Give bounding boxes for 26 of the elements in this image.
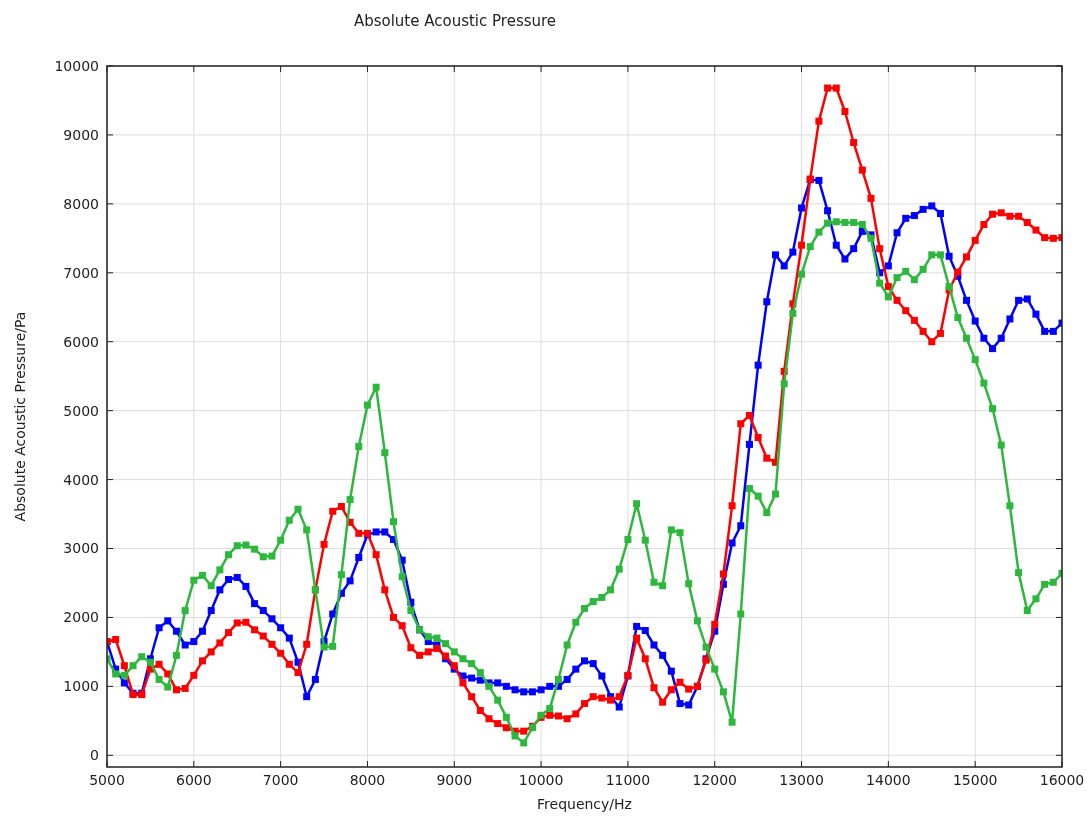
y-tick-label: 4000: [63, 471, 99, 488]
x-tick-label: 8000: [349, 772, 386, 788]
y-tick-label: 5000: [63, 402, 99, 419]
y-tick-label: 1000: [63, 678, 99, 695]
y-tick-label: 6000: [63, 333, 99, 350]
x-tick-label: 13000: [779, 772, 824, 788]
x-tick-label: 7000: [262, 772, 299, 788]
x-tick-label: 9000: [436, 772, 473, 788]
x-tick-label: 12000: [692, 772, 737, 788]
x-tick-label: 5000: [89, 772, 125, 788]
y-axis-title: Absolute Acoustic Pressure/Pa: [12, 311, 28, 522]
y-tick-label: 8000: [63, 195, 99, 212]
x-tick-label: 16000: [1039, 772, 1085, 788]
y-tick-label: 2000: [63, 609, 99, 626]
y-tick-label: 0: [90, 747, 99, 764]
y-tick-label: 9000: [63, 126, 99, 143]
y-tick-label: 10000: [54, 58, 99, 74]
x-tick-label: 15000: [952, 772, 998, 788]
y-tick-label: 7000: [63, 264, 99, 281]
x-tick-label: 14000: [866, 772, 911, 788]
x-tick-label: 6000: [176, 772, 212, 788]
x-tick-label: 11000: [605, 772, 651, 788]
chart-title: Absolute Acoustic Pressure: [353, 12, 557, 30]
y-tick-label: 3000: [63, 540, 99, 557]
x-axis-title: Frequency/Hz: [537, 796, 632, 812]
x-tick-label: 10000: [518, 772, 564, 788]
